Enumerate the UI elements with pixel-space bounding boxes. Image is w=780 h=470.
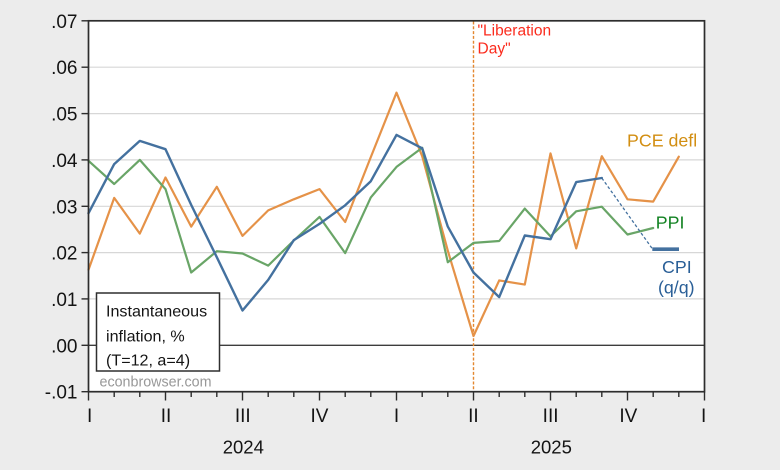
svg-text:.07: .07: [51, 12, 77, 33]
svg-text:.00: .00: [51, 336, 77, 357]
svg-text:.05: .05: [51, 105, 77, 126]
svg-text:I: I: [394, 406, 399, 427]
svg-text:inflation, %: inflation, %: [106, 327, 185, 345]
svg-text:(T=12, a=4): (T=12, a=4): [106, 352, 190, 370]
svg-text:(q/q): (q/q): [658, 277, 695, 297]
svg-text:Instantaneous: Instantaneous: [106, 302, 207, 320]
svg-text:-.01: -.01: [45, 383, 78, 404]
svg-text:PCE defl: PCE defl: [627, 131, 697, 151]
svg-text:II: II: [161, 406, 172, 427]
svg-text:.03: .03: [51, 197, 77, 218]
svg-text:IV: IV: [311, 406, 329, 427]
svg-text:.02: .02: [51, 244, 77, 265]
svg-text:"Liberation: "Liberation: [478, 23, 552, 40]
svg-text:.04: .04: [51, 151, 78, 172]
svg-text:II: II: [468, 406, 479, 427]
svg-text:CPI: CPI: [662, 257, 692, 277]
svg-text:.06: .06: [51, 58, 77, 79]
svg-text:III: III: [235, 406, 251, 427]
svg-text:III: III: [543, 406, 559, 427]
svg-text:.01: .01: [51, 290, 77, 311]
svg-text:PPI: PPI: [656, 212, 685, 232]
svg-text:IV: IV: [619, 406, 637, 427]
svg-text:I: I: [701, 406, 706, 427]
svg-text:econbrowser.com: econbrowser.com: [100, 374, 212, 390]
svg-text:I: I: [87, 406, 92, 427]
svg-text:2024: 2024: [223, 437, 264, 458]
svg-text:2025: 2025: [531, 437, 572, 458]
svg-text:Day": Day": [478, 40, 511, 57]
